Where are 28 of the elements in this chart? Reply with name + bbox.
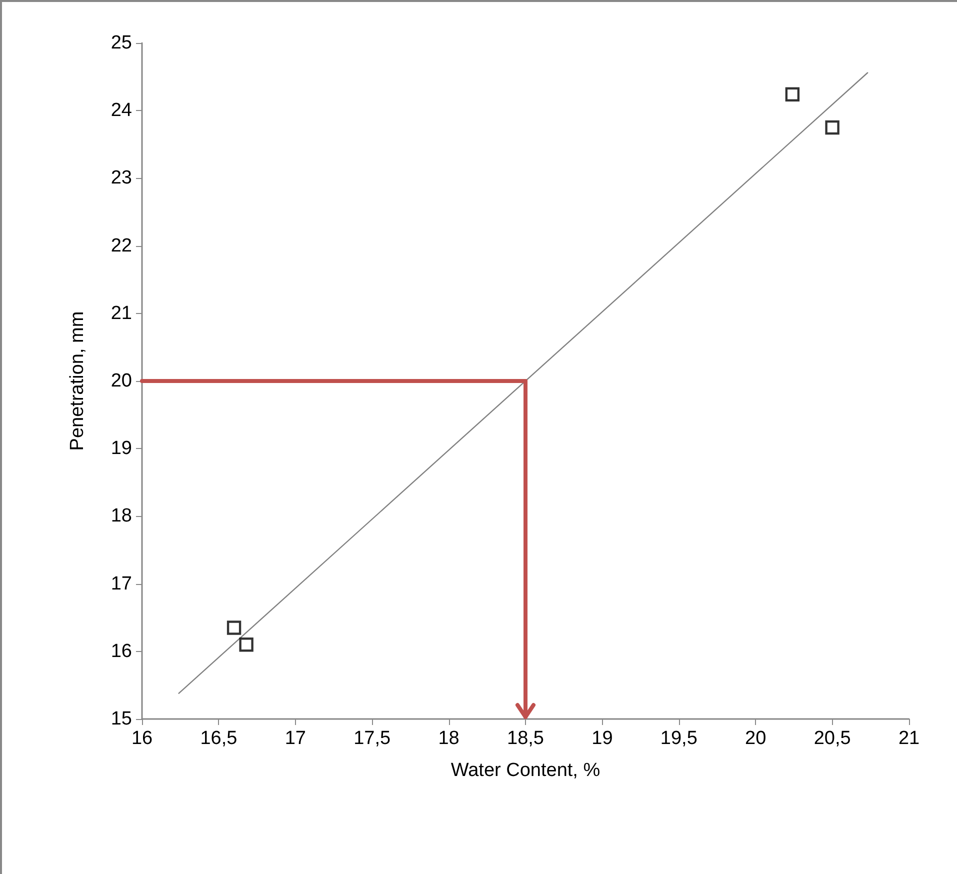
x-axis-title: Water Content, %: [450, 760, 600, 781]
y-tick-label: 16: [110, 640, 132, 662]
y-tick-label: 23: [110, 168, 132, 189]
x-tick-label: 16,5: [200, 728, 238, 749]
x-tick-label: 20: [745, 728, 766, 749]
x-tick-label: 18: [438, 728, 460, 749]
point: [226, 620, 242, 635]
y-tick-label: 15: [110, 708, 132, 730]
x-tick-label: 16: [131, 728, 153, 749]
point: [785, 87, 800, 102]
x-tick-label: 21: [898, 728, 920, 749]
point: [825, 120, 840, 135]
x-tick-label: 20,5: [814, 728, 851, 749]
y-tick-label: 19: [110, 438, 132, 460]
y-tick-label: 21: [110, 302, 132, 324]
x-tick-label: 19,5: [660, 728, 698, 749]
y-tick-label: 18: [110, 506, 132, 527]
x-tick-label: 17: [284, 728, 306, 749]
x-tick-label: 19: [592, 728, 613, 749]
y-axis-title: Penetration, mm: [67, 311, 88, 451]
point: [239, 638, 254, 652]
y-tick-label: 25: [110, 32, 132, 54]
y-tick-label: 24: [110, 100, 132, 122]
x-tick-label: 17,5: [354, 728, 391, 749]
y-tick-label: 22: [110, 235, 132, 256]
y-tick-label: 17: [110, 573, 132, 594]
x-tick-label: 18,5: [507, 728, 544, 749]
y-tick-label: 20: [110, 370, 132, 392]
